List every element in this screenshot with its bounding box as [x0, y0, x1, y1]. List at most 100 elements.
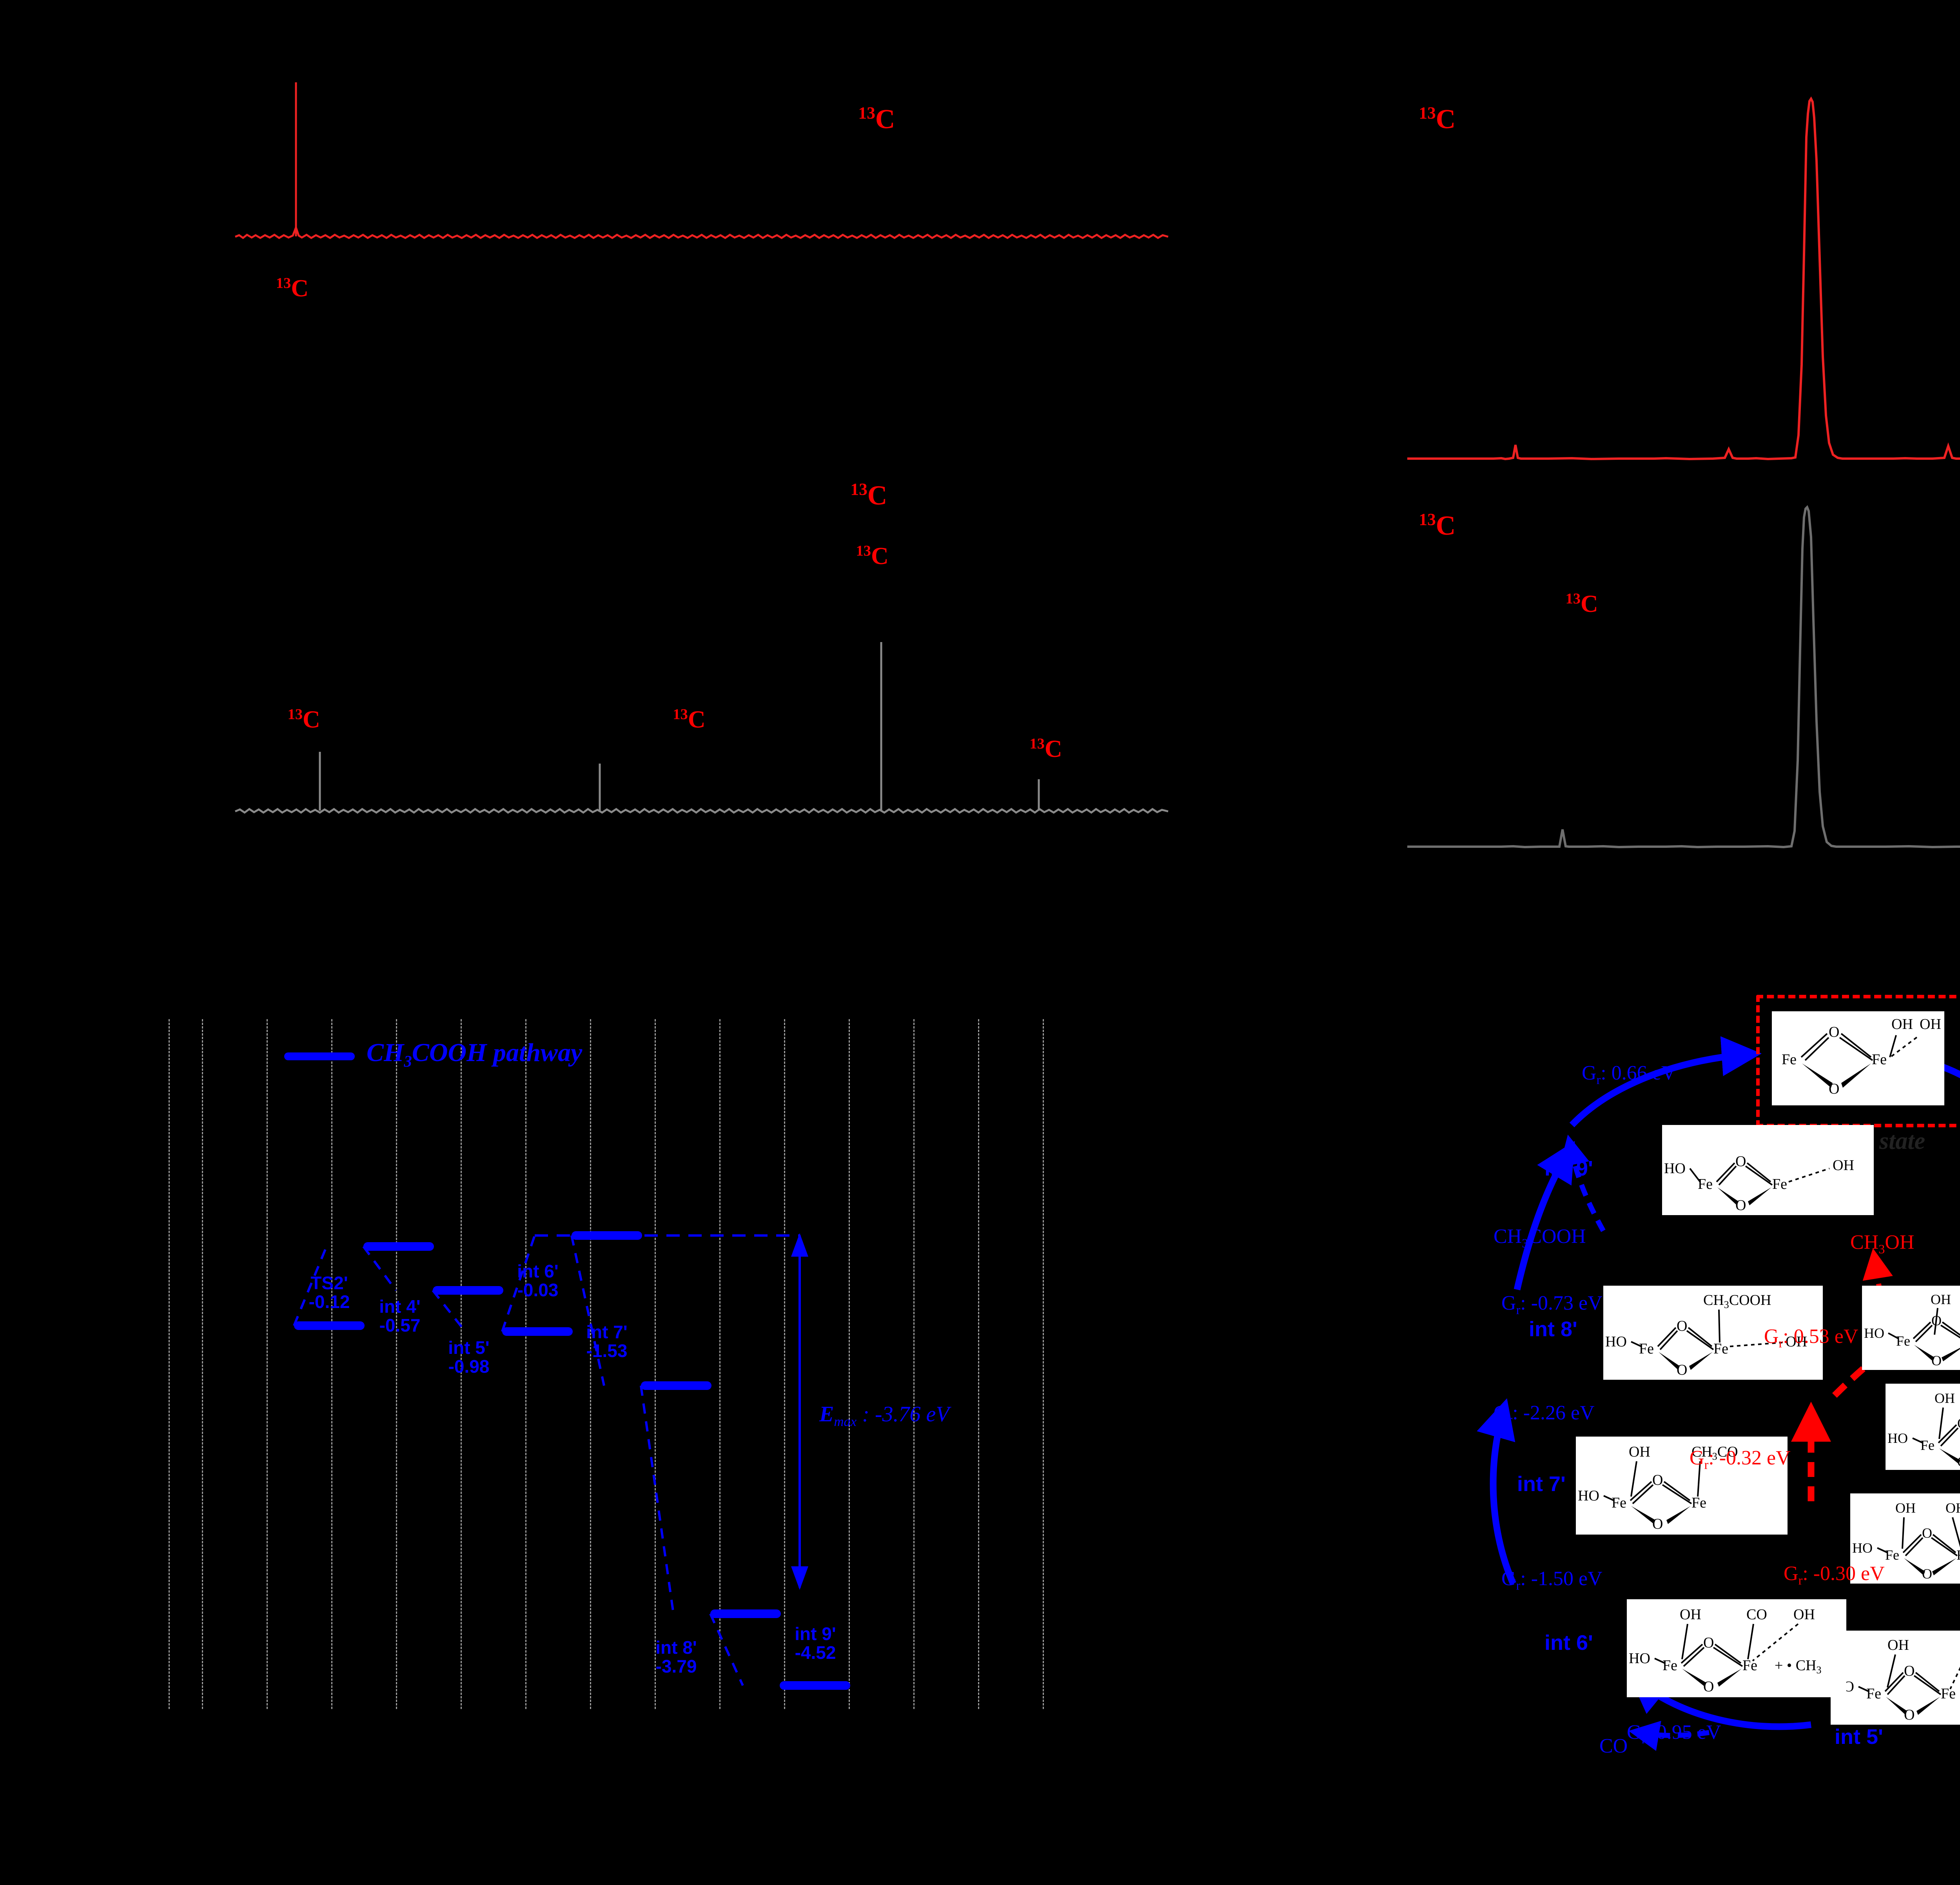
- svg-text:OH: OH: [1833, 1157, 1854, 1174]
- panel-d-gr-int8-int9: Gr: -0.73 eV: [1501, 1292, 1602, 1317]
- panel-c-level-int8: [641, 1381, 711, 1390]
- panel-d-catalytic-cycle: D: [1200, 988, 1960, 1885]
- panel-a-tick-label: 200: [200, 898, 239, 927]
- panel-c-gridline: [331, 1019, 332, 1709]
- svg-text:Fe: Fe: [1956, 1547, 1960, 1563]
- svg-text:OH: OH: [1920, 1016, 1941, 1032]
- panel-d-gr-red-lower: Gr: -0.30 eV: [1784, 1562, 1885, 1587]
- svg-text:HO: HO: [1629, 1650, 1650, 1667]
- panel-b-tick: [1921, 884, 1922, 893]
- svg-text:Fe: Fe: [1941, 1685, 1956, 1702]
- svg-text:+ • CH3: + • CH3: [1775, 1657, 1822, 1676]
- panel-d-letter: D: [1247, 1009, 1277, 1056]
- panel-c-caption: (c) Gibbs free energy diagram: [384, 1810, 677, 1836]
- svg-text:OH: OH: [1887, 1637, 1909, 1653]
- panel-c-label-int8-name: int 8': [655, 1637, 697, 1658]
- svg-text:Fe: Fe: [1691, 1495, 1706, 1511]
- svg-text:O: O: [1957, 1415, 1960, 1431]
- panel-b-tick: [1756, 884, 1758, 893]
- panel-b-tick-label: 4: [1914, 898, 1927, 927]
- panel-c-label-int9-name: int 9': [795, 1624, 836, 1644]
- svg-text:O: O: [1904, 1707, 1915, 1723]
- svg-text:HO: HO: [1578, 1488, 1599, 1504]
- panel-a-peak-label-13ch4: 13CH4: [1029, 735, 1087, 766]
- panel-c-letter: C: [86, 1009, 117, 1056]
- panel-d-gr-red-ch3oh: Gr: 0.53 eV: [1764, 1325, 1858, 1350]
- panel-b-x-axis: [1384, 884, 1960, 885]
- panel-a-top-condition: 4 bar 13CO + 16 bar CH4 + H2O2: [796, 104, 1153, 138]
- panel-a-peak-label-ch3-13cooh: CH313COOH: [234, 275, 361, 305]
- panel-d-node-label-int6: int 6': [1544, 1631, 1593, 1655]
- panel-a-tick: [439, 884, 441, 893]
- panel-a-tick: [878, 884, 880, 893]
- panel-b-peak-label-h-13cooh: H13COOH: [1548, 590, 1651, 617]
- panel-c-energy-diagram: C Gibbs Free Energy (eV) 1 0 -1 -2 -3 -4…: [0, 988, 1200, 1885]
- panel-b-tick-label: 10: [1398, 898, 1424, 927]
- panel-c-gridline: [461, 1019, 462, 1709]
- panel-a-caption: (a) 13C nuclear magnetic resonance: [298, 967, 648, 994]
- panel-d-structure-red-upper: OH HO Fe Fe O O: [1862, 1286, 1960, 1370]
- panel-d-node-label-int9: int 9': [1544, 1157, 1593, 1180]
- panel-b-h1-nmr: B Intensity (a.u.) 4 bar 13CO + 16 bar C…: [1200, 0, 1960, 992]
- svg-text:Fe: Fe: [1713, 1341, 1728, 1357]
- panel-c-label-int4-name: int 4': [379, 1296, 421, 1317]
- svg-text:HO: HO: [1605, 1333, 1627, 1350]
- panel-c-label-int5-name: int 5': [448, 1337, 490, 1358]
- panel-c-gridline: [978, 1019, 979, 1709]
- panel-c-level-int4: [363, 1242, 434, 1251]
- panel-d-structure-int7: OH CH3CO HO Fe Fe O O: [1576, 1437, 1788, 1535]
- svg-text:OH: OH: [1935, 1390, 1955, 1406]
- svg-text:Fe: Fe: [1920, 1437, 1935, 1453]
- svg-text:O: O: [1703, 1678, 1714, 1695]
- svg-text:O: O: [1652, 1516, 1663, 1532]
- panel-c-gridline: [913, 1019, 915, 1709]
- panel-a-bottom-trace: [235, 642, 1169, 814]
- svg-text:CO: CO: [1746, 1606, 1767, 1623]
- panel-c-connectors: [293, 1233, 808, 1686]
- svg-text:OH: OH: [1629, 1444, 1650, 1460]
- svg-text:OH: OH: [1793, 1606, 1815, 1623]
- panel-c-gridline: [525, 1019, 526, 1709]
- panel-d-structure-red-lower: OH OH H HO Fe Fe O O: [1850, 1493, 1960, 1584]
- svg-text:Fe: Fe: [1896, 1333, 1910, 1349]
- panel-c-label-ts2-value: -0.12: [309, 1291, 350, 1312]
- panel-c-y-tick-label: -3: [126, 1445, 148, 1473]
- svg-text:Fe: Fe: [1698, 1176, 1713, 1192]
- svg-text:HO: HO: [1852, 1540, 1873, 1556]
- svg-text:HO: HO: [1864, 1325, 1884, 1341]
- panel-b-top-condition: 4 bar 13CO + 16 bar CH4 + H2O2: [1356, 104, 1713, 138]
- panel-d-product-ch3cooh: CH3COOH: [1494, 1225, 1586, 1250]
- panel-c-level-int9b: [780, 1681, 850, 1690]
- panel-d-gr-int9-initial: Gr: 0.66 eV: [1582, 1062, 1676, 1087]
- panel-c-y-axis: [165, 1019, 166, 1705]
- panel-a-x-axis: [188, 884, 1176, 885]
- svg-text:Fe: Fe: [1782, 1051, 1797, 1068]
- panel-a-c13-nmr: A Intensity (a.u.) 4 bar 13CO + 16 bar C…: [0, 0, 1200, 992]
- panel-c-gridline: [719, 1019, 720, 1709]
- panel-b-y-axis: [1384, 78, 1385, 886]
- panel-a-tick-label: 0: [1091, 898, 1104, 927]
- panel-b-bottom-trace: [1407, 505, 1960, 849]
- svg-text:Fe: Fe: [1872, 1051, 1887, 1068]
- panel-c-y-tick-label: -5: [126, 1649, 148, 1677]
- panel-c-gridline: [590, 1019, 591, 1709]
- panel-c-level-ts2: [294, 1321, 365, 1330]
- panel-c-label-int7: int 7' -1.53: [586, 1323, 628, 1361]
- panel-c-y-tick-label: 1: [134, 1037, 148, 1066]
- panel-d-caption: (d) Proposed catalytic cycle: [1631, 1810, 1902, 1836]
- panel-d-structure-int5: OH OH HO Fe Fe O O + • CH3: [1831, 1631, 1960, 1725]
- panel-b-x-axis-title: 1H Chemical shift (ppm): [1707, 939, 1960, 968]
- panel-c-level-int5: [433, 1286, 503, 1295]
- svg-text:Fe: Fe: [1866, 1685, 1881, 1702]
- svg-text:O: O: [1652, 1472, 1663, 1488]
- panel-a-tick-label: 50: [865, 898, 891, 927]
- svg-text:OH: OH: [1895, 1500, 1916, 1516]
- panel-d-gr-int7-int8: Gr: -2.26 eV: [1494, 1402, 1595, 1427]
- svg-text:OH: OH: [1786, 1333, 1807, 1350]
- panel-b-top-trace: [1407, 96, 1960, 461]
- panel-c-label-int9: int 9' -4.52: [795, 1624, 836, 1662]
- panel-a-tick-label: 150: [419, 898, 459, 927]
- panel-c-label-int5-value: -0.98: [448, 1356, 490, 1377]
- svg-text:O: O: [1677, 1318, 1687, 1334]
- panel-b-bottom-condition: 4 bar 13CH4 + 16 bar CO + H2O2: [1356, 510, 1713, 545]
